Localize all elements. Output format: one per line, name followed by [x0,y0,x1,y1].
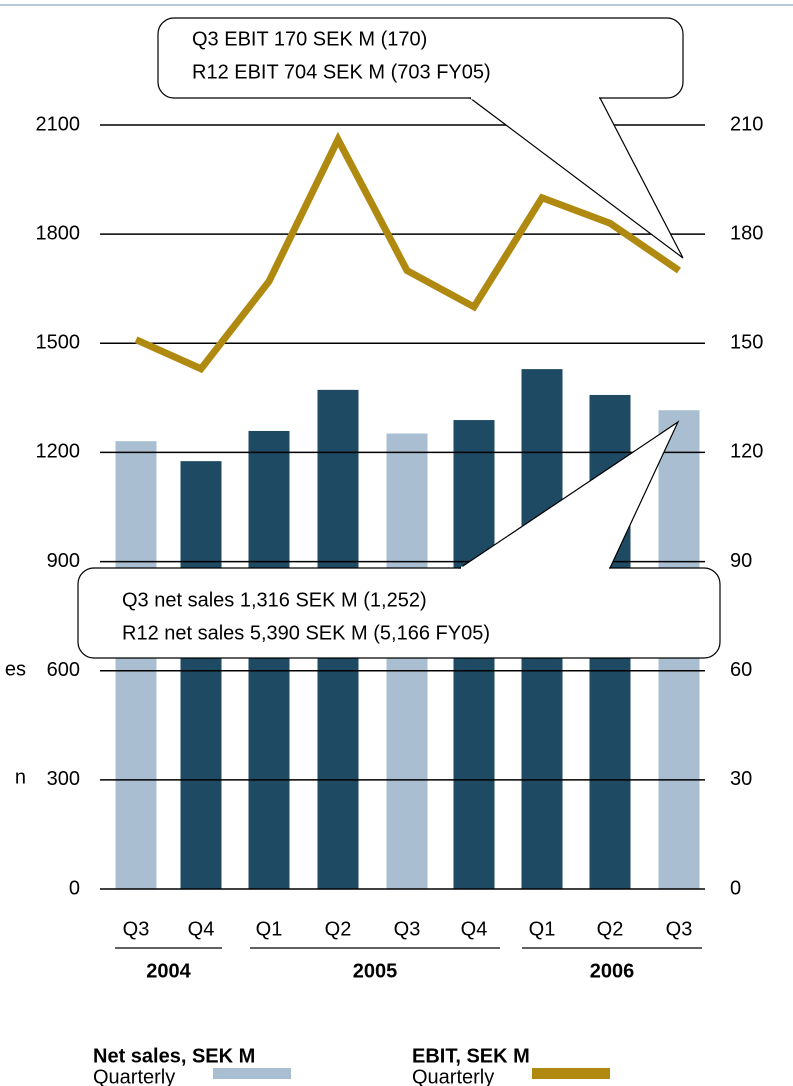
legend-title: Net sales, SEK M [93,1045,255,1067]
y-tick-label: 600 [47,659,80,681]
y2-tick-label: 0 [730,877,741,899]
y-tick-label: 1800 [36,222,81,244]
callout-text: Q3 net sales 1,316 SEK M (1,252) [122,589,427,611]
x-tick-label: Q4 [461,918,488,940]
legend-swatch [213,1068,291,1079]
y-tick-label: 1500 [36,332,81,354]
x-tick-label: Q2 [325,918,352,940]
legend-title: EBIT, SEK M [412,1045,530,1067]
y-tick-label: 1200 [36,441,81,463]
callout-text: R12 net sales 5,390 SEK M (5,166 FY05) [122,622,490,644]
x-tick-label: Q3 [394,918,421,940]
callout-text: R12 EBIT 704 SEK M (703 FY05) [192,61,491,83]
bar [115,441,157,889]
y2-tick-label: 180 [730,222,763,244]
y2-tick-label: 210 [730,113,763,135]
y2-tick-label: 30 [730,768,752,790]
y2-tick-label: 120 [730,441,763,463]
side-text: n [15,766,26,788]
y-tick-label: 2100 [36,113,81,135]
x-tick-label: Q3 [666,918,693,940]
x-tick-label: Q4 [188,918,215,940]
bar [386,433,428,889]
y2-tick-label: 60 [730,659,752,681]
year-label: 2004 [146,960,191,982]
y2-tick-label: 90 [730,550,752,572]
y-tick-label: 300 [47,768,80,790]
callout-text: Q3 EBIT 170 SEK M (170) [192,28,427,50]
legend-swatch [532,1068,610,1079]
x-tick-label: Q1 [529,918,556,940]
side-text: es [5,658,26,680]
x-tick-label: Q1 [256,918,283,940]
y-tick-label: 900 [47,550,80,572]
callout-box [157,17,684,99]
y-tick-label: 0 [69,877,80,899]
x-tick-label: Q3 [123,918,150,940]
year-label: 2005 [353,960,398,982]
bar [180,461,222,889]
x-tick-label: Q2 [597,918,624,940]
year-label: 2006 [590,960,635,982]
ebit-line [134,131,681,374]
callout-box [77,567,721,659]
legend-sublabel: Quarterly [412,1066,494,1086]
bar [248,430,290,889]
y2-tick-label: 150 [730,332,763,354]
legend-sublabel: Quarterly [93,1066,175,1086]
